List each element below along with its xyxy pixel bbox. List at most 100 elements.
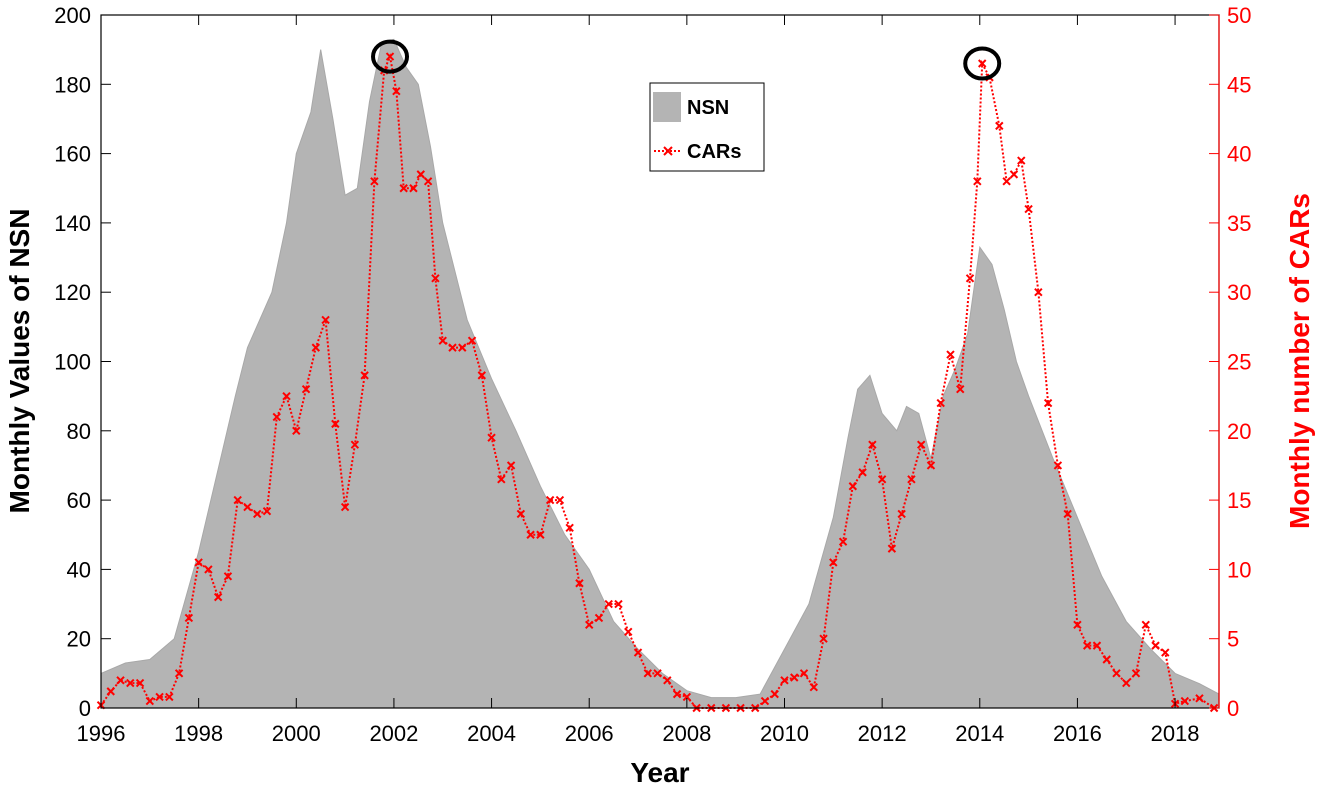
cars-point	[877, 475, 887, 484]
x-tick-label: 2016	[1053, 721, 1102, 746]
legend-swatch-nsn	[653, 92, 681, 122]
cars-point	[594, 613, 604, 623]
cars-point	[392, 87, 401, 96]
cars-point	[516, 509, 526, 519]
cars-point	[409, 184, 418, 193]
cars-point	[682, 692, 692, 702]
cars-point	[467, 336, 477, 345]
cars-point	[663, 676, 672, 685]
x-tick-label: 1996	[77, 721, 126, 746]
x-tick-label: 2006	[565, 721, 614, 746]
y-tick-left-label: 120	[54, 280, 91, 305]
cars-point	[1024, 204, 1033, 214]
cars-point	[477, 371, 487, 380]
cars-point	[819, 634, 828, 643]
cars-point	[760, 696, 770, 706]
cars-point	[526, 530, 535, 539]
y-tick-right-label: 35	[1227, 211, 1251, 236]
cars-point	[282, 391, 291, 401]
cars-point	[973, 177, 982, 186]
legend-label-cars: CARs	[687, 141, 741, 163]
cars-point	[1073, 620, 1082, 630]
cars-point	[213, 592, 223, 602]
y-tick-right-label: 20	[1227, 419, 1251, 444]
cars-point	[487, 433, 496, 442]
cars-point	[1102, 655, 1111, 664]
y-tick-left-label: 60	[67, 488, 91, 513]
cars-point	[385, 52, 395, 61]
cars-point	[292, 426, 301, 436]
cars-point	[1053, 461, 1063, 470]
y-tick-left-label: 140	[54, 211, 91, 236]
cars-point	[1043, 398, 1053, 408]
legend-swatch-cars-marker	[663, 146, 673, 156]
y-axis-left: 0 20 40 60 80 100 120 140 160 180 200	[54, 3, 111, 721]
peak-circle	[371, 39, 410, 74]
y-tick-right-label: 50	[1227, 3, 1251, 28]
cars-point	[978, 59, 987, 68]
cars-point	[799, 669, 809, 678]
x-tick-label: 2012	[858, 721, 907, 746]
cars-point	[1195, 694, 1204, 703]
cars-point	[253, 509, 262, 519]
cars-point	[624, 627, 633, 636]
cars-point	[233, 495, 242, 505]
y-axis-right: 0 5 10 15 20 25 30 35 40 45 50	[1209, 3, 1251, 721]
cars-point	[604, 599, 613, 609]
cars-point	[1009, 170, 1019, 179]
cars-point	[545, 495, 555, 505]
cars-point	[565, 523, 574, 533]
cars-point	[155, 692, 164, 702]
cars-point	[438, 336, 447, 345]
cars-marker-layer	[96, 52, 1219, 713]
y-tick-right-label: 0	[1227, 696, 1239, 721]
x-tick-label: 2000	[272, 721, 321, 746]
cars-point	[1002, 177, 1011, 186]
cars-point	[1092, 641, 1102, 650]
x-tick-label: 2018	[1151, 721, 1200, 746]
y-axis-left-label: Monthly Values of NSN	[4, 209, 35, 514]
cars-point	[887, 544, 897, 553]
cars-point	[858, 468, 867, 477]
cars-point	[643, 669, 653, 678]
cars-point	[506, 461, 516, 470]
cars-point	[1082, 641, 1092, 650]
y-tick-left-label: 100	[54, 350, 91, 375]
y-tick-right-label: 25	[1227, 350, 1251, 375]
cars-point	[184, 613, 194, 623]
cars-point	[633, 648, 643, 657]
cars-point	[145, 696, 155, 706]
y-tick-right-label: 10	[1227, 557, 1251, 582]
peak-circle	[963, 46, 1002, 81]
cars-point	[262, 506, 272, 516]
cars-point	[106, 687, 115, 696]
cars-point	[194, 558, 203, 567]
x-tick-label: 2008	[662, 721, 711, 746]
cars-point	[321, 315, 330, 325]
cars-point	[116, 676, 125, 685]
x-tick-label: 2010	[760, 721, 809, 746]
cars-point	[431, 274, 440, 283]
y-tick-left-label: 200	[54, 3, 91, 28]
x-tick-label: 2014	[955, 721, 1004, 746]
cars-point	[126, 678, 135, 688]
cars-point	[1161, 648, 1170, 657]
cars-point	[311, 343, 321, 352]
cars-point	[585, 620, 594, 630]
cars-point	[340, 502, 350, 512]
cars-point	[448, 343, 457, 352]
cars-point	[416, 170, 425, 179]
y-tick-right-label: 30	[1227, 280, 1251, 305]
cars-point	[536, 530, 545, 539]
cars-point	[174, 669, 184, 678]
cars-point	[360, 371, 369, 380]
cars-point	[672, 689, 682, 699]
cars-point	[809, 683, 818, 692]
cars-point	[965, 274, 975, 283]
legend-label-nsn: NSN	[687, 97, 729, 119]
cars-point	[301, 385, 311, 394]
cars-point	[1034, 287, 1043, 297]
nsn-area-layer	[100, 38, 1220, 709]
y-tick-left-label: 80	[67, 419, 91, 444]
